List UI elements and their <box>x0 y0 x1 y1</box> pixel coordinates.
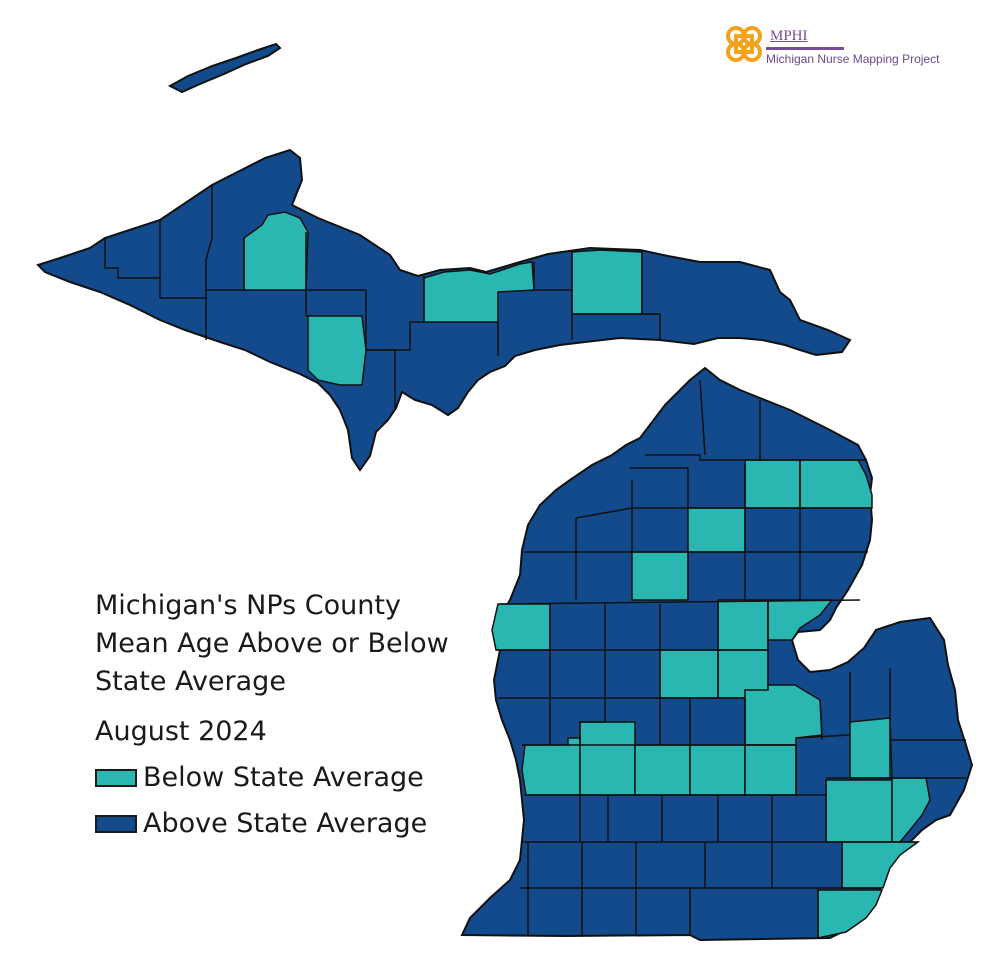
county-crawford <box>687 507 746 553</box>
county-alcona-area-1 <box>744 459 801 509</box>
isle-royale <box>167 42 282 94</box>
county-ottawa <box>521 737 581 796</box>
mphi-logo: MPHI Michigan Nurse Mapping Project <box>722 22 972 68</box>
upper-peninsula <box>36 148 852 472</box>
county-shiawassee <box>744 744 797 796</box>
lower-peninsula <box>460 366 974 942</box>
county-ionia <box>634 744 691 796</box>
map-date: August 2024 <box>95 716 267 747</box>
county-isabella <box>659 649 719 699</box>
map-title-line-2: Mean Age Above or Below <box>95 628 449 659</box>
county-oakland <box>825 779 893 843</box>
up-county-borders <box>104 185 661 410</box>
map-title-line-1: Michigan's NPs County <box>95 590 401 621</box>
map-title-line-3: State Average <box>95 666 286 697</box>
county-dickinson <box>307 315 367 386</box>
legend-label-below: Below State Average <box>143 762 424 793</box>
legend-swatch-above <box>95 814 137 833</box>
county-isle-royale <box>167 42 282 94</box>
logo-project-name: Michigan Nurse Mapping Project <box>766 52 940 66</box>
knot-icon <box>726 26 762 62</box>
county-monroe <box>817 889 884 939</box>
county-gladwin <box>717 599 769 651</box>
county-kent <box>579 721 636 796</box>
logo-divider <box>766 47 844 50</box>
county-wayne <box>841 841 921 889</box>
county-houghton-keweenaw <box>243 211 309 291</box>
county-wexford-area <box>631 551 689 601</box>
legend-item-above: Above State Average <box>95 808 427 839</box>
county-mason <box>491 603 551 651</box>
legend-label-above: Above State Average <box>143 808 428 839</box>
lp-county-borders <box>496 379 966 938</box>
county-clinton <box>689 744 746 796</box>
logo-acronym: MPHI <box>770 28 808 44</box>
legend-item-below: Below State Average <box>95 762 424 793</box>
county-tuscola-east <box>849 717 893 779</box>
county-alger <box>423 261 535 323</box>
legend-swatch-below <box>95 768 137 787</box>
county-alpena <box>799 459 873 509</box>
county-luce <box>571 249 643 315</box>
county-saginaw <box>744 684 823 746</box>
